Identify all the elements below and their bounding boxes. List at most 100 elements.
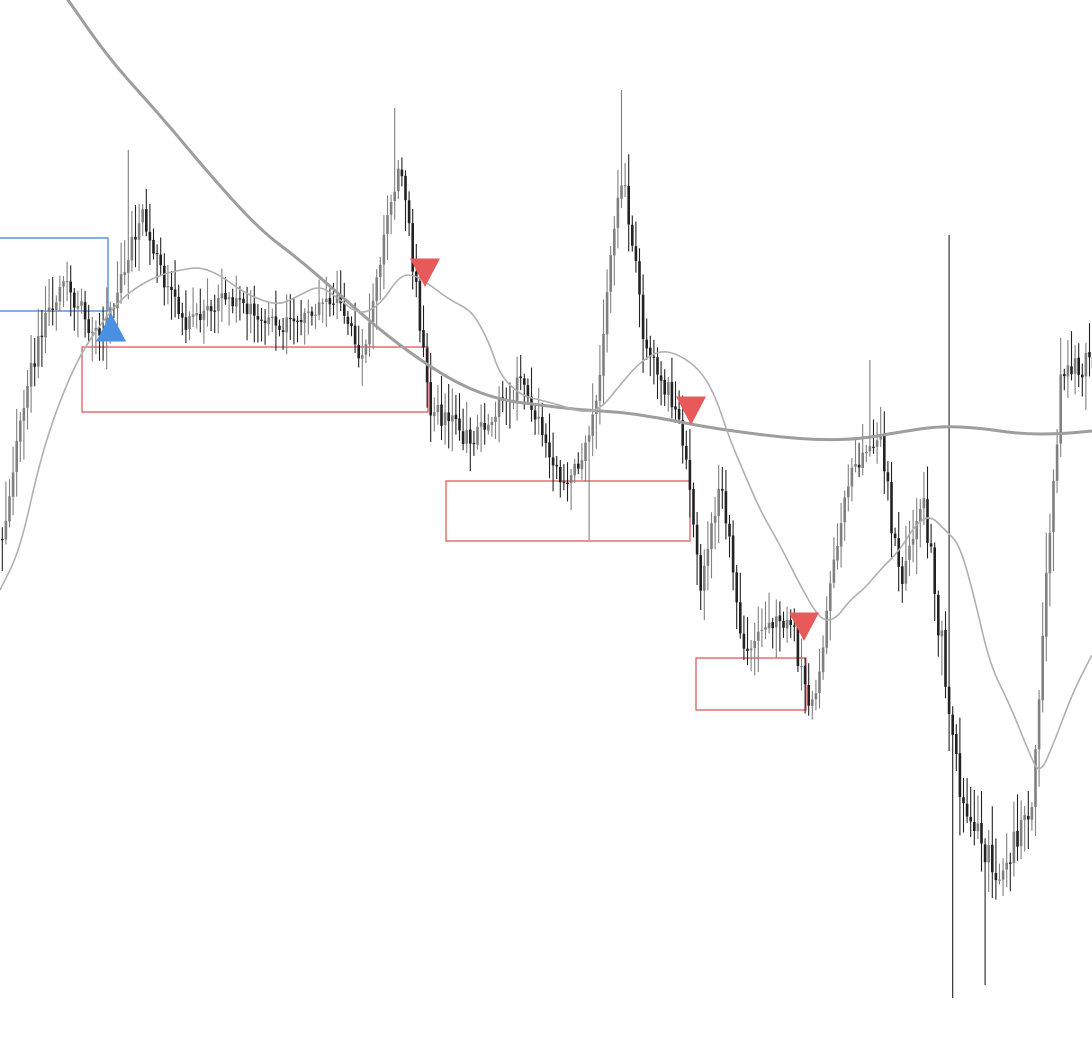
candle-body	[44, 312, 47, 338]
sell-signal-marker-3	[676, 396, 706, 425]
candle	[577, 452, 580, 475]
candle-body	[220, 293, 224, 299]
candle	[929, 523, 933, 553]
candle-body	[465, 430, 468, 444]
candle	[537, 387, 540, 435]
candle	[533, 404, 537, 435]
candle	[526, 378, 530, 403]
candle	[55, 295, 58, 331]
candle	[181, 302, 184, 335]
candle	[177, 284, 180, 319]
candle-body	[958, 753, 962, 797]
candle	[130, 210, 134, 272]
candle-body	[166, 286, 170, 288]
candle	[11, 446, 15, 516]
candle	[814, 679, 818, 711]
candle-body	[775, 616, 778, 628]
candle	[541, 402, 544, 447]
candle	[58, 275, 62, 311]
candle-body	[962, 797, 965, 804]
candle-body	[224, 293, 227, 300]
candle-body	[857, 464, 861, 468]
candle	[587, 425, 591, 540]
candle	[440, 375, 443, 440]
candle	[69, 265, 72, 317]
candle-body	[263, 320, 267, 324]
candle-body	[609, 255, 612, 292]
candle-body	[742, 633, 746, 649]
sell-signal-marker-4	[789, 612, 819, 641]
candle	[62, 275, 65, 308]
candle	[382, 215, 386, 290]
candle	[310, 306, 314, 326]
candle-body	[832, 559, 836, 583]
candle-body	[890, 482, 893, 534]
candle	[879, 406, 882, 447]
candle	[141, 204, 144, 236]
candle-body	[267, 317, 270, 325]
candle-body	[526, 385, 530, 398]
candle-body	[177, 296, 180, 315]
candle-body	[487, 424, 490, 431]
candle-body	[393, 191, 396, 202]
candle	[901, 557, 904, 603]
candle	[87, 304, 90, 342]
candle	[292, 298, 296, 345]
candle	[998, 863, 1001, 885]
candle-body	[418, 280, 422, 331]
candle-body	[339, 294, 342, 304]
candle	[152, 228, 155, 260]
candle-body	[937, 594, 940, 636]
candle	[796, 621, 800, 672]
candle	[289, 294, 292, 340]
candle-body	[461, 431, 465, 445]
candle	[616, 169, 620, 249]
candle-body	[479, 422, 483, 427]
buy-signal-marker-1	[96, 313, 126, 342]
candle-body	[148, 231, 152, 241]
candle-body	[433, 412, 436, 417]
candle	[195, 303, 198, 329]
candle	[1045, 532, 1048, 662]
candle	[278, 319, 281, 337]
candle	[123, 240, 126, 286]
candle	[94, 320, 98, 355]
candle-body	[1045, 572, 1048, 637]
candle	[512, 390, 515, 409]
candle	[987, 830, 990, 893]
candle-body	[22, 408, 26, 421]
candle	[47, 279, 51, 327]
candle	[983, 838, 987, 985]
candle	[375, 269, 378, 330]
candle-body	[580, 460, 584, 470]
candle	[695, 511, 699, 586]
candle-body	[911, 538, 915, 545]
candle-body	[328, 298, 332, 305]
candle	[137, 203, 141, 272]
candle-body	[411, 223, 414, 272]
candle	[951, 706, 954, 998]
zone-layer	[0, 237, 807, 711]
candle	[893, 527, 897, 547]
candle-body	[825, 610, 828, 648]
candle-body	[1088, 352, 1091, 358]
candle	[37, 308, 40, 379]
candle-body	[494, 416, 497, 423]
candle-body	[83, 302, 87, 320]
candle-body	[875, 440, 879, 447]
candle	[976, 795, 980, 839]
candle-body	[141, 209, 144, 223]
candle	[580, 443, 584, 480]
candle-body	[451, 415, 454, 422]
candle	[548, 413, 551, 479]
candle-body	[37, 336, 40, 367]
candle	[760, 608, 764, 648]
candle-body	[447, 412, 450, 422]
candle-body	[213, 310, 216, 312]
candle-body	[1041, 635, 1044, 701]
candle	[883, 411, 886, 494]
candle	[911, 509, 915, 563]
candle	[397, 160, 400, 200]
